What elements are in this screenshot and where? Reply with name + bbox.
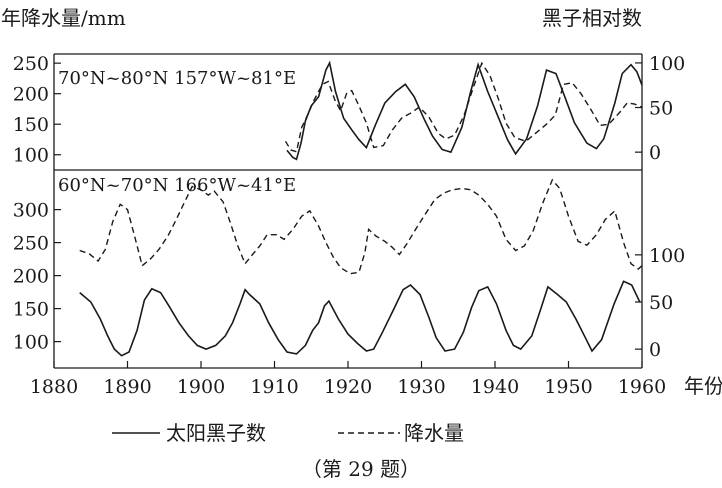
legend-dashed-label: 降水量	[404, 421, 464, 445]
figure-caption: （第 29 题）	[302, 457, 420, 481]
panel-2: 60°N~70°N 166°W~41°E 100 150 200 250 300 0 50…	[13, 175, 686, 361]
right-tick-label: 50	[649, 292, 673, 314]
x-tick-label: 1950	[544, 376, 592, 398]
x-axis-title: 年份	[684, 374, 722, 398]
x-tick-label: 1890	[103, 376, 151, 398]
left-tick-label: 300	[13, 200, 49, 222]
x-tick-label: 1910	[250, 376, 298, 398]
x-axis-ticks: 1880 1890 1900 1910 1920 1930 1940 1950 1960	[30, 361, 666, 398]
right-axis-title: 黑子相对数	[542, 6, 642, 30]
left-tick-label: 150	[13, 114, 49, 136]
left-tick-label: 250	[13, 233, 49, 255]
x-tick-label: 1920	[324, 376, 372, 398]
plot-frame	[53, 53, 643, 369]
left-tick-label: 200	[13, 266, 49, 288]
panel-1-left-ticks: 100 150 200 250	[13, 53, 61, 167]
panel-1: 70°N~80°N 157°W~81°E 100 150 200 250 0 50 100	[13, 53, 686, 167]
panel-1-sunspot-line	[286, 60, 643, 161]
x-tick-label: 1960	[618, 376, 666, 398]
left-tick-label: 150	[13, 299, 49, 321]
x-tick-label: 1900	[177, 376, 225, 398]
left-tick-label: 100	[13, 332, 49, 354]
panel-2-precipitation-line	[79, 178, 643, 275]
left-tick-label: 250	[13, 53, 49, 75]
right-tick-label: 0	[649, 339, 661, 361]
x-tick-label: 1940	[471, 376, 519, 398]
right-tick-label: 100	[649, 245, 685, 267]
panel-2-right-ticks: 0 50 100	[635, 245, 685, 361]
left-axis-title: 年降水量/mm	[1, 6, 126, 30]
right-tick-label: 0	[649, 142, 661, 164]
x-tick-label: 1930	[397, 376, 445, 398]
panel-1-region-label: 70°N~80°N 157°W~81°E	[58, 68, 296, 89]
panel-1-precipitation-line	[284, 61, 643, 153]
legend-solid-label: 太阳黑子数	[166, 421, 266, 445]
legend: 太阳黑子数 降水量	[112, 421, 464, 445]
left-tick-label: 200	[13, 84, 49, 106]
right-tick-label: 100	[649, 53, 685, 75]
left-tick-label: 100	[13, 145, 49, 167]
panel-2-region-label: 60°N~70°N 166°W~41°E	[58, 175, 296, 196]
panel-1-right-ticks: 0 50 100	[635, 53, 685, 164]
right-tick-label: 50	[649, 98, 673, 120]
panel-2-sunspot-line	[79, 280, 641, 357]
x-tick-label: 1880	[30, 376, 78, 398]
panel-2-left-ticks: 100 150 200 250 300	[13, 200, 61, 354]
